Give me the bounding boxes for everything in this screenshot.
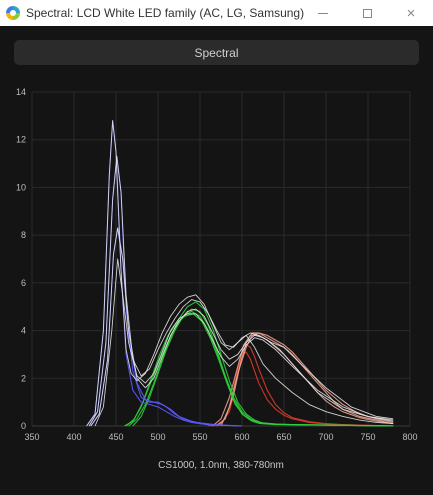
spectrum-line-white [88, 155, 394, 427]
minimize-button[interactable] [301, 0, 345, 26]
app-logo-icon [6, 6, 20, 20]
spectrum-line-red-light [220, 332, 394, 427]
x-tick-label: 400 [66, 432, 81, 442]
maximize-button[interactable] [345, 0, 389, 26]
x-tick-label: 650 [276, 432, 291, 442]
x-tick-label: 450 [108, 432, 123, 442]
spectral-chart: 0 2 4 6 8 10 12 14 350 400 450 500 550 600 650 700 750 8… [0, 80, 433, 480]
y-tick-label: 4 [21, 326, 26, 336]
y-tick-label: 6 [21, 278, 26, 288]
x-tick-label: 800 [402, 432, 417, 442]
y-tick-label: 14 [16, 87, 26, 97]
spectral-chart-svg: 0 2 4 6 8 10 12 14 350 400 450 500 550 600 650 700 750 8… [16, 87, 418, 471]
y-axis: 0 2 4 6 8 10 12 14 [16, 87, 26, 431]
x-tick-label: 700 [318, 432, 333, 442]
spectrum-line-white [94, 258, 394, 427]
y-tick-label: 10 [16, 182, 26, 192]
x-axis-label: CS1000, 1.0nm, 380-780nm [158, 460, 284, 471]
spectrum-line-white [86, 120, 394, 427]
minimize-icon [318, 12, 328, 14]
x-tick-label: 350 [24, 432, 39, 442]
chart-grid [31, 91, 411, 427]
y-tick-label: 12 [16, 135, 26, 145]
window-controls: × [301, 0, 433, 26]
y-tick-label: 0 [21, 421, 26, 431]
window-title: Spectral: LCD White LED family (AC, LG, … [26, 6, 305, 20]
spectrum-line-white [90, 227, 394, 427]
close-icon: × [406, 4, 416, 22]
spectrum-line-red [208, 351, 394, 427]
title-bar[interactable]: Spectral: LCD White LED family (AC, LG, … [0, 0, 433, 26]
y-tick-label: 2 [21, 373, 26, 383]
x-tick-label: 550 [192, 432, 207, 442]
x-tick-label: 500 [150, 432, 165, 442]
y-tick-label: 8 [21, 230, 26, 240]
spectral-header-button[interactable]: Spectral [14, 40, 419, 65]
spectrum-line-green [125, 313, 394, 427]
x-tick-label: 750 [360, 432, 375, 442]
close-button[interactable]: × [389, 0, 433, 26]
x-axis: 350 400 450 500 550 600 650 700 750 800 [24, 432, 417, 442]
x-tick-label: 600 [234, 432, 249, 442]
maximize-icon [362, 8, 372, 18]
spectrum-line-red [212, 344, 394, 427]
spectrum-line-blue [88, 155, 243, 427]
chart-series [86, 120, 394, 427]
